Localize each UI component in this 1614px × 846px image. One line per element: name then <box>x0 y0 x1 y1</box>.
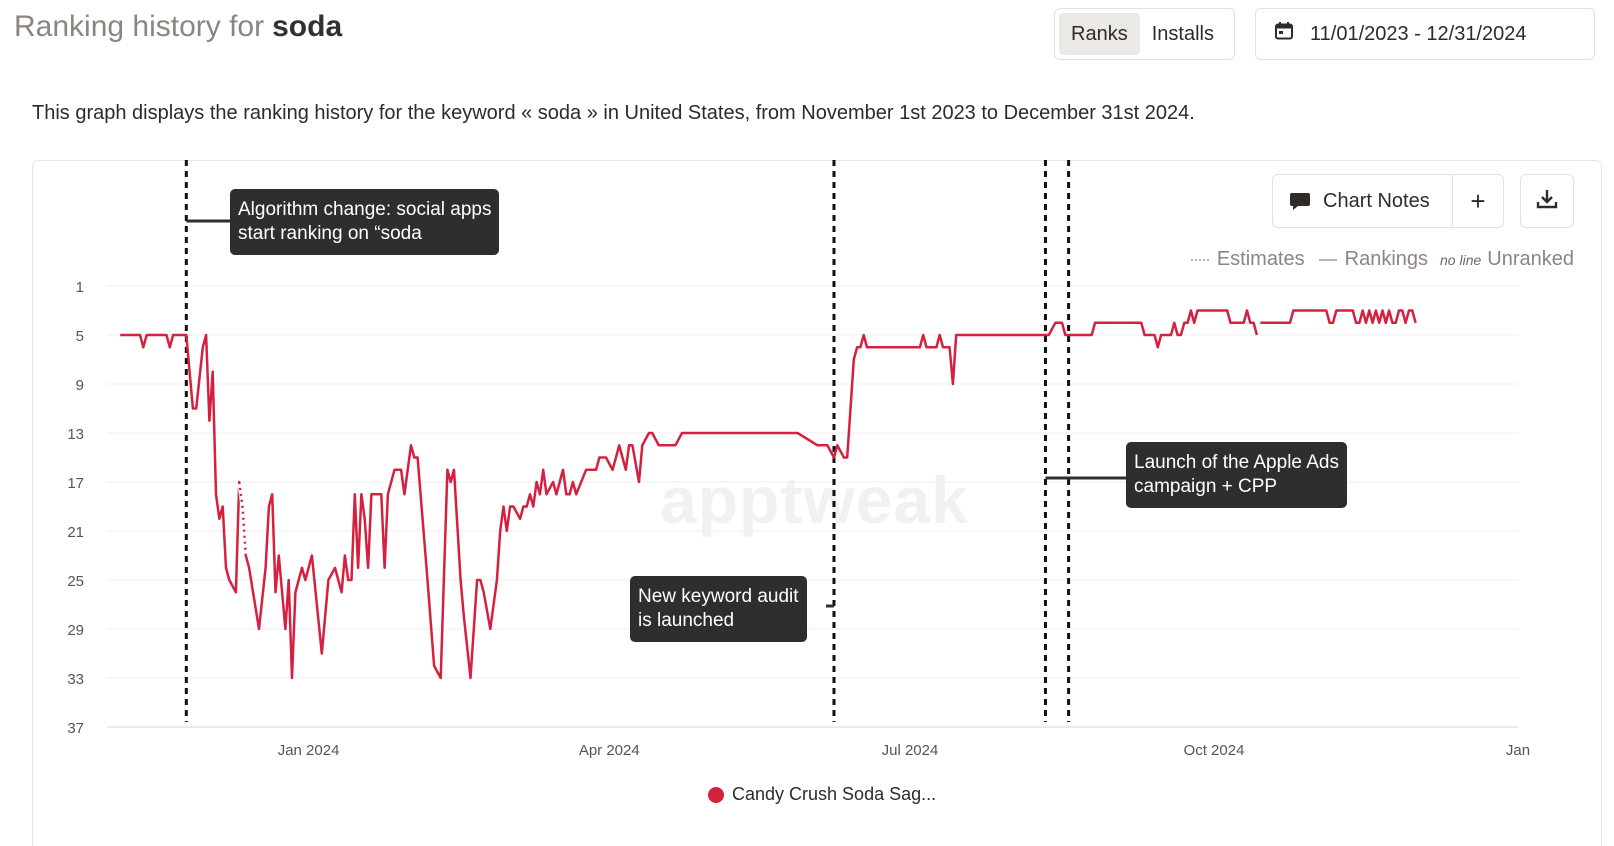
x-tick-label: Jan 2024 <box>278 742 340 759</box>
legend-estimates: Estimates <box>1216 248 1305 270</box>
chart-description: This graph displays the ranking history … <box>32 102 1195 124</box>
title-prefix: Ranking history for <box>14 10 265 43</box>
legend-unranked: Unranked <box>1487 248 1574 270</box>
y-tick-label: 21 <box>67 524 84 541</box>
annotation-text-line: start ranking on “soda <box>238 223 422 244</box>
series-legend-label: Candy Crush Soda Sag... <box>732 784 937 804</box>
annotation-text-line: campaign + CPP <box>1134 476 1278 497</box>
tab-ranks[interactable]: Ranks <box>1059 13 1140 55</box>
annotation-note[interactable]: Launch of the Apple Ads campaign + CPP <box>1126 442 1347 508</box>
y-tick-label: 13 <box>67 426 84 443</box>
chart-notes-group: Chart Notes + <box>1272 174 1504 228</box>
title-keyword: soda <box>272 10 343 43</box>
calendar-icon <box>1274 21 1294 47</box>
download-icon <box>1536 188 1558 215</box>
x-tick-label: Jul 2024 <box>882 742 939 759</box>
speech-bubble-icon <box>1289 190 1311 212</box>
add-note-button[interactable]: + <box>1470 185 1486 216</box>
y-tick-label: 29 <box>67 622 84 639</box>
tab-installs[interactable]: Installs <box>1151 22 1214 45</box>
date-range-picker[interactable]: 11/01/2023 - 12/31/2024 <box>1255 8 1595 60</box>
estimate-line <box>237 481 248 556</box>
page-title: Ranking history for soda <box>14 10 342 44</box>
annotation-note[interactable]: Algorithm change: social apps start ranki… <box>230 189 500 255</box>
rankings-swatch <box>1318 258 1337 261</box>
series-legend-item[interactable]: Candy Crush Soda Sag... <box>708 784 936 805</box>
y-tick-label: 9 <box>76 377 84 394</box>
annotation-text-line: Algorithm change: social apps <box>238 199 492 220</box>
chart-card <box>32 160 1602 846</box>
date-range-value: 11/01/2023 - 12/31/2024 <box>1310 22 1527 45</box>
x-tick-label: Oct 2024 <box>1184 742 1245 759</box>
annotation-note[interactable]: New keyword audit is launched <box>630 576 807 642</box>
series-line <box>120 309 1259 680</box>
x-tick-label: Jan <box>1506 742 1530 759</box>
metric-toggle: Ranks Installs <box>1054 8 1235 60</box>
annotation-text-line: New keyword audit <box>638 586 799 607</box>
x-tick-label: Apr 2024 <box>579 742 640 759</box>
y-tick-label: 17 <box>67 475 84 492</box>
annotation-text-line: is launched <box>638 610 735 631</box>
y-tick-label: 1 <box>76 279 84 296</box>
y-tick-label: 37 <box>67 720 84 737</box>
y-tick-label: 33 <box>67 671 84 688</box>
series-line <box>1260 309 1417 325</box>
y-tick-label: 5 <box>76 328 84 345</box>
line-style-legend: Estimates Rankings no line Unranked <box>1190 248 1574 271</box>
chart-notes-label: Chart Notes <box>1323 189 1430 212</box>
legend-no-line: no line <box>1440 251 1482 268</box>
estimates-swatch <box>1190 258 1209 261</box>
download-button[interactable] <box>1520 174 1574 228</box>
y-tick-label: 25 <box>67 573 84 590</box>
chart-notes-button[interactable]: Chart Notes <box>1273 175 1453 227</box>
series-color-dot <box>708 786 724 803</box>
legend-rankings: Rankings <box>1344 248 1429 270</box>
watermark-logo: apptweak <box>660 463 969 537</box>
annotation-text-line: Launch of the Apple Ads <box>1134 452 1339 473</box>
